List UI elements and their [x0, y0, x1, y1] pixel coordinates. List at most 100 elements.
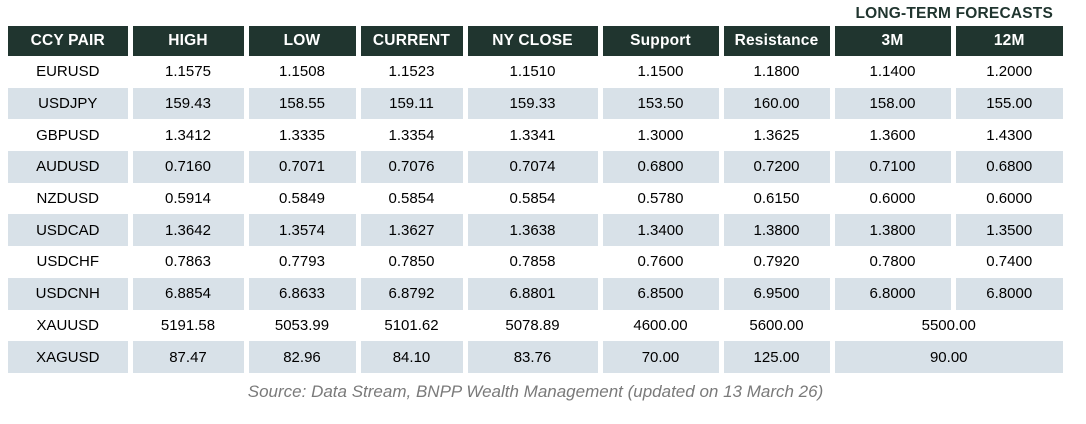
- ccy-pair-cell: USDCHF: [8, 246, 130, 278]
- col-header-ccy-pair: CCY PAIR: [8, 26, 130, 56]
- value-cell: 1.3412: [127, 119, 246, 152]
- value-cell: 0.7200: [718, 151, 832, 183]
- value-cell: 158.55: [243, 87, 358, 120]
- value-cell: 1.2000: [950, 56, 1063, 88]
- value-cell: 6.8801: [462, 277, 600, 310]
- col-header-ny-close: NY CLOSE: [462, 26, 600, 56]
- value-cell: 82.96: [243, 341, 358, 373]
- value-cell: 0.7400: [950, 246, 1063, 278]
- value-cell: 4600.00: [597, 309, 721, 342]
- col-header-low: LOW: [243, 26, 358, 56]
- ccy-pair-cell: AUDUSD: [8, 151, 130, 183]
- value-cell: 160.00: [718, 87, 832, 120]
- value-cell: 0.7793: [243, 246, 358, 278]
- value-cell: 84.10: [355, 341, 465, 373]
- value-cell: 125.00: [718, 341, 832, 373]
- value-cell: 0.6150: [718, 182, 832, 215]
- value-cell: 1.4300: [950, 119, 1063, 152]
- ccy-pair-cell: GBPUSD: [8, 119, 130, 152]
- value-cell: 1.3800: [829, 214, 953, 247]
- long-term-forecasts-title: LONG-TERM FORECASTS: [855, 5, 1053, 22]
- value-cell: 1.3341: [462, 119, 600, 152]
- value-cell: 1.1500: [597, 56, 721, 88]
- value-cell: 0.5914: [127, 182, 246, 215]
- value-cell: 5053.99: [243, 309, 358, 342]
- value-cell: 1.3638: [462, 214, 600, 247]
- value-cell: 0.6800: [950, 151, 1063, 183]
- value-cell: 1.1800: [718, 56, 832, 88]
- value-cell: 5191.58: [127, 309, 246, 342]
- value-cell: 0.6000: [950, 182, 1063, 215]
- value-cell: 1.3600: [829, 119, 953, 152]
- table-row-xauusd: XAUUSD 5191.58 5053.99 5101.62 5078.89 4…: [8, 309, 1063, 342]
- value-cell: 0.7920: [718, 246, 832, 278]
- value-cell: 6.8000: [950, 277, 1063, 310]
- merged-forecast-cell: 5500.00: [829, 309, 1063, 342]
- value-cell: 5078.89: [462, 309, 600, 342]
- table-row-usdjpy: USDJPY 159.43 158.55 159.11 159.33 153.5…: [8, 87, 1063, 120]
- col-header-support: Support: [597, 26, 721, 56]
- value-cell: 0.6000: [829, 182, 953, 215]
- col-header-resistance: Resistance: [718, 26, 832, 56]
- value-cell: 0.7800: [829, 246, 953, 278]
- value-cell: 0.7074: [462, 151, 600, 183]
- value-cell: 0.5780: [597, 182, 721, 215]
- value-cell: 1.3642: [127, 214, 246, 247]
- table-row-audusd: AUDUSD 0.7160 0.7071 0.7076 0.7074 0.680…: [8, 151, 1063, 183]
- value-cell: 0.5854: [355, 182, 465, 215]
- value-cell: 0.7600: [597, 246, 721, 278]
- ccy-pair-cell: XAGUSD: [8, 341, 130, 373]
- value-cell: 155.00: [950, 87, 1063, 120]
- value-cell: 1.1575: [127, 56, 246, 88]
- value-cell: 6.8854: [127, 277, 246, 310]
- ccy-pair-cell: EURUSD: [8, 56, 130, 88]
- value-cell: 83.76: [462, 341, 600, 373]
- table-row-usdcad: USDCAD 1.3642 1.3574 1.3627 1.3638 1.340…: [8, 214, 1063, 247]
- table-row-xagusd: XAGUSD 87.47 82.96 84.10 83.76 70.00 125…: [8, 341, 1063, 373]
- value-cell: 159.33: [462, 87, 600, 120]
- value-cell: 1.3627: [355, 214, 465, 247]
- table-row-usdchf: USDCHF 0.7863 0.7793 0.7850 0.7858 0.760…: [8, 246, 1063, 278]
- value-cell: 0.6800: [597, 151, 721, 183]
- table-row-gbpusd: GBPUSD 1.3412 1.3335 1.3354 1.3341 1.300…: [8, 119, 1063, 152]
- value-cell: 0.7071: [243, 151, 358, 183]
- value-cell: 6.9500: [718, 277, 832, 310]
- value-cell: 1.3000: [597, 119, 721, 152]
- value-cell: 0.5849: [243, 182, 358, 215]
- col-header-current: CURRENT: [355, 26, 465, 56]
- value-cell: 0.7160: [127, 151, 246, 183]
- value-cell: 1.3574: [243, 214, 358, 247]
- col-header-12m: 12M: [950, 26, 1063, 56]
- value-cell: 0.7858: [462, 246, 600, 278]
- value-cell: 0.7863: [127, 246, 246, 278]
- source-caption: Source: Data Stream, BNPP Wealth Managem…: [247, 381, 824, 401]
- value-cell: 6.8500: [597, 277, 721, 310]
- col-header-3m: 3M: [829, 26, 953, 56]
- value-cell: 6.8792: [355, 277, 465, 310]
- value-cell: 70.00: [597, 341, 721, 373]
- value-cell: 5101.62: [355, 309, 465, 342]
- table-row-usdcnh: USDCNH 6.8854 6.8633 6.8792 6.8801 6.850…: [8, 277, 1063, 310]
- value-cell: 1.1523: [355, 56, 465, 88]
- value-cell: 153.50: [597, 87, 721, 120]
- value-cell: 1.3500: [950, 214, 1063, 247]
- value-cell: 1.3354: [355, 119, 465, 152]
- ccy-pair-cell: USDCNH: [8, 277, 130, 310]
- col-header-high: HIGH: [127, 26, 246, 56]
- ccy-pair-cell: NZDUSD: [8, 182, 130, 215]
- value-cell: 87.47: [127, 341, 246, 373]
- value-cell: 6.8000: [829, 277, 953, 310]
- merged-forecast-cell: 90.00: [829, 341, 1063, 373]
- value-cell: 0.5854: [462, 182, 600, 215]
- value-cell: 158.00: [829, 87, 953, 120]
- value-cell: 1.3800: [718, 214, 832, 247]
- value-cell: 1.3625: [718, 119, 832, 152]
- value-cell: 1.3400: [597, 214, 721, 247]
- value-cell: 0.7100: [829, 151, 953, 183]
- value-cell: 159.11: [355, 87, 465, 120]
- ccy-pair-cell: USDJPY: [8, 87, 130, 120]
- table-row-nzdusd: NZDUSD 0.5914 0.5849 0.5854 0.5854 0.578…: [8, 182, 1063, 215]
- ccy-pair-cell: USDCAD: [8, 214, 130, 247]
- ccy-pair-cell: XAUUSD: [8, 309, 130, 342]
